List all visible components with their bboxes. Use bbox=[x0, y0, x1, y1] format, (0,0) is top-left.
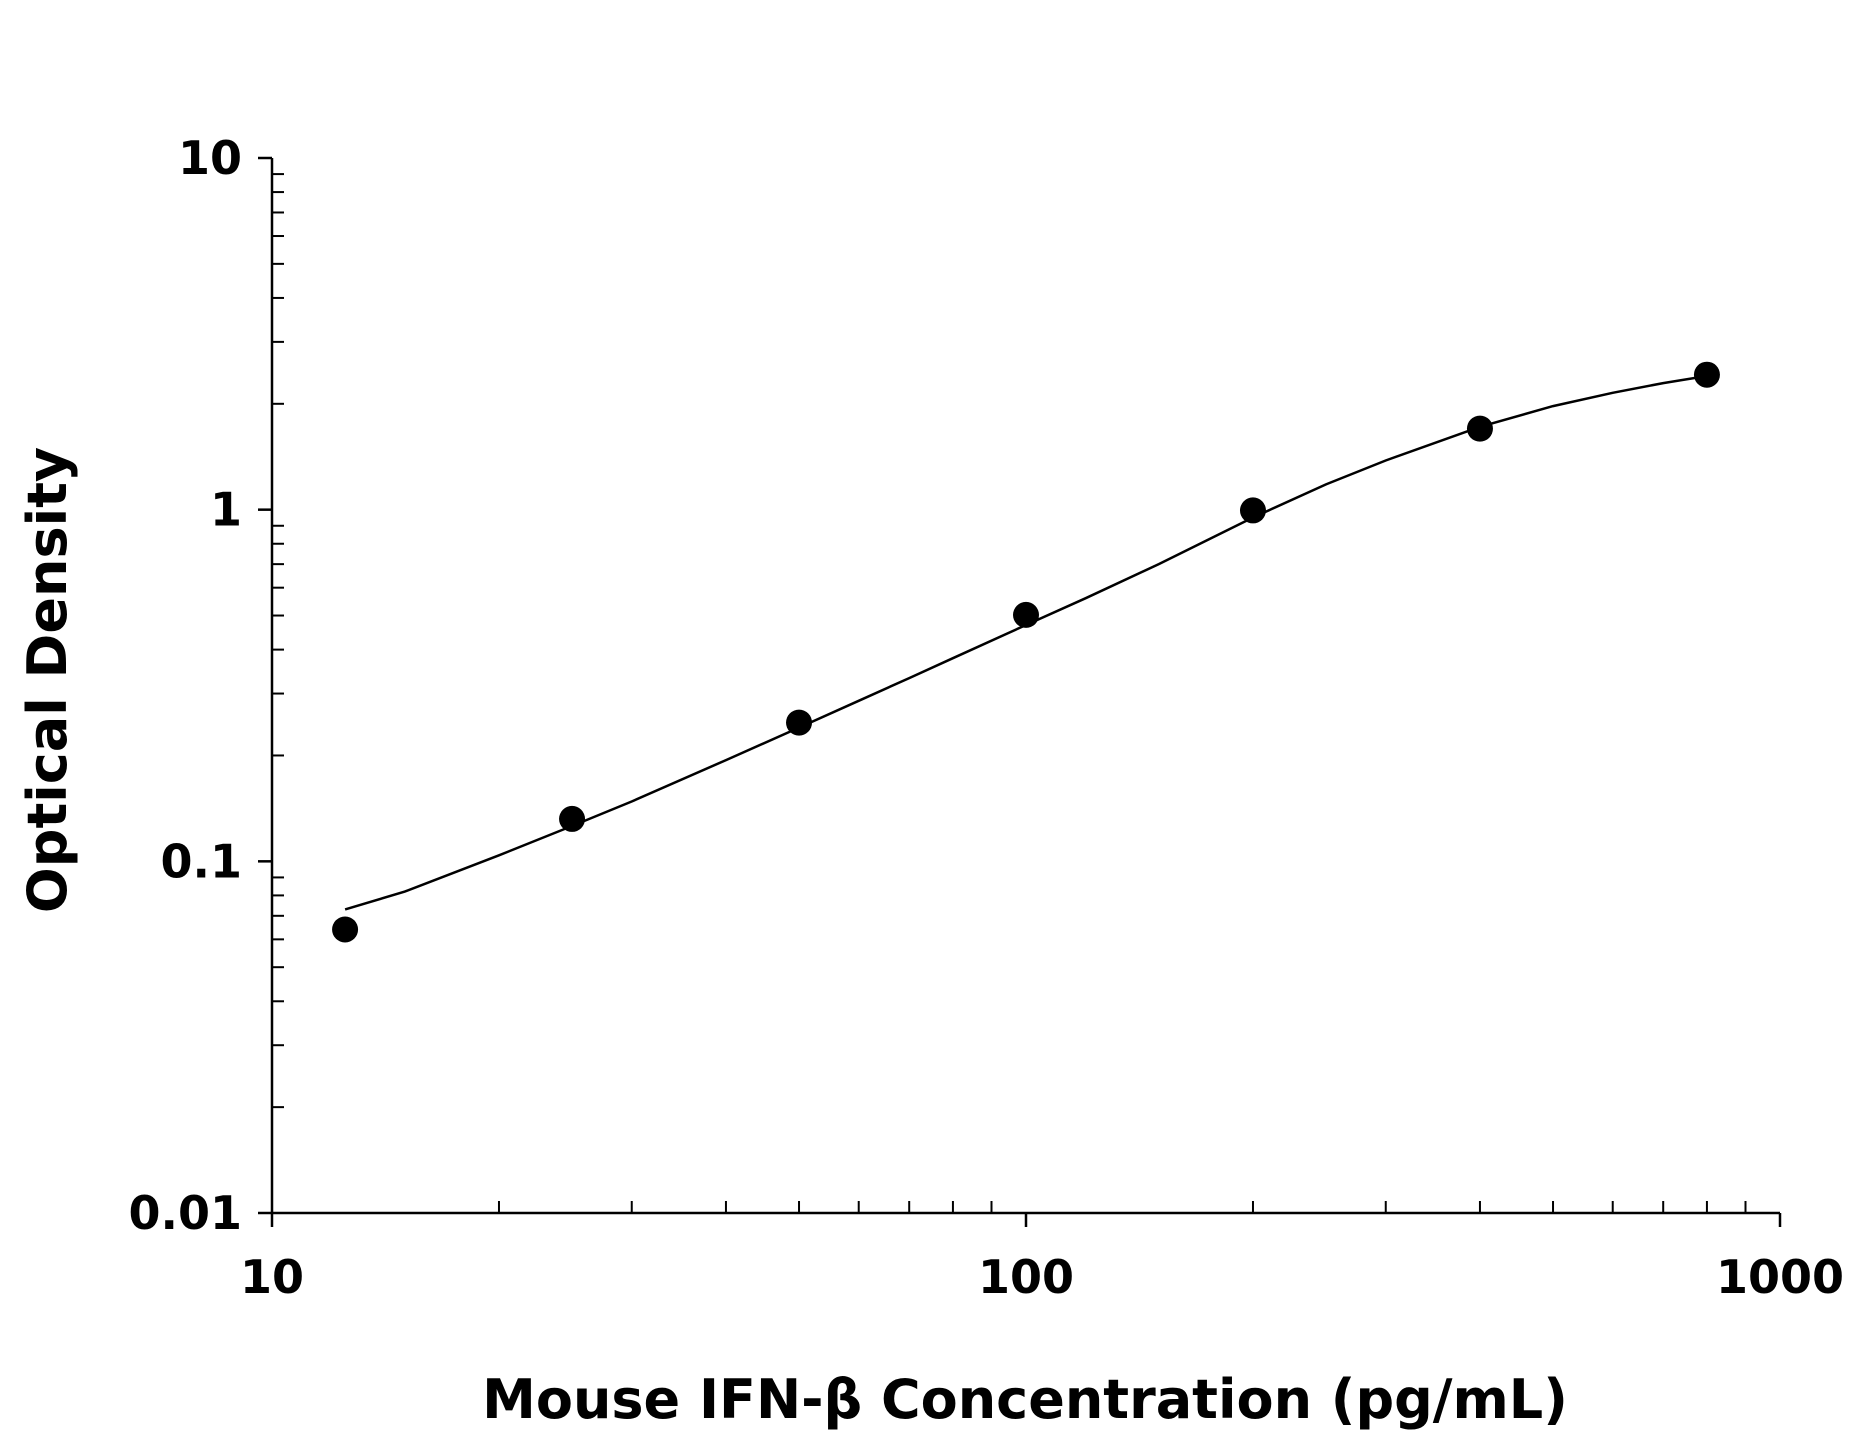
data-point bbox=[1239, 497, 1266, 524]
data-point bbox=[1013, 601, 1039, 628]
y-tick-label: 10 bbox=[178, 131, 242, 185]
fit-curve bbox=[344, 374, 1708, 911]
data-point bbox=[786, 709, 813, 736]
data-point bbox=[559, 805, 586, 832]
ticks bbox=[258, 156, 1782, 1227]
y-tick-label: 0.1 bbox=[161, 834, 243, 888]
data-point bbox=[1466, 415, 1493, 442]
data-point bbox=[332, 916, 359, 943]
x-tick-label: 100 bbox=[978, 1250, 1074, 1304]
y-tick-label: 1 bbox=[210, 483, 242, 537]
tick-labels: 10 1 0.1 0.01 10 100 1000 bbox=[129, 131, 1845, 1304]
x-tick-label: 10 bbox=[240, 1250, 304, 1304]
data-points bbox=[332, 361, 1720, 943]
x-tick-label: 1000 bbox=[1716, 1250, 1844, 1304]
y-tick-label: 0.01 bbox=[129, 1186, 243, 1240]
y-axis-title: Optical Density bbox=[16, 447, 79, 913]
data-point bbox=[1693, 361, 1720, 388]
axes bbox=[270, 158, 1780, 1215]
x-axis-title: Mouse IFN-β Concentration (pg/mL) bbox=[482, 1368, 1568, 1431]
